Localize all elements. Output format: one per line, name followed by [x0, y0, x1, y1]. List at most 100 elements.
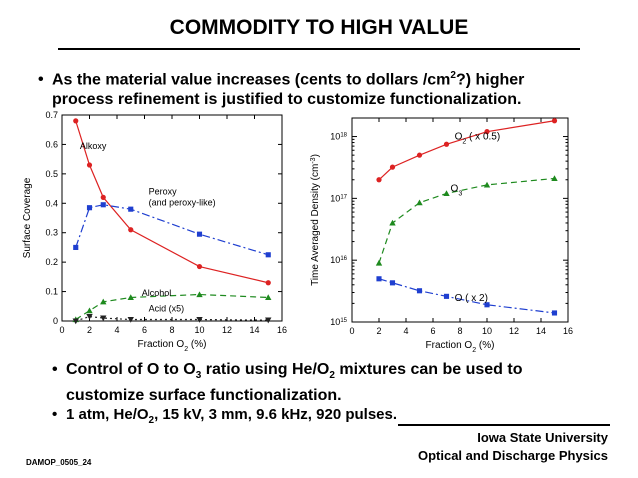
data-point	[416, 199, 423, 206]
series-line	[378, 177, 555, 264]
y-tick-label: 0.2	[45, 257, 58, 267]
footer-org-1: Iowa State University	[477, 430, 608, 445]
data-point	[265, 294, 272, 301]
data-point	[443, 190, 450, 197]
data-point	[73, 244, 79, 250]
series-o-x-2-	[376, 276, 558, 316]
x-tick-label: 2	[87, 325, 92, 335]
x-tick-label: 4	[114, 325, 119, 335]
y-tick-exponent: 15	[340, 318, 347, 324]
data-point	[375, 259, 383, 266]
x-tick-label: 12	[509, 326, 519, 336]
data-point	[376, 177, 382, 183]
y-tick-label: 1018	[330, 132, 347, 142]
data-point	[389, 164, 396, 170]
bullet-2-sub2: 2	[329, 370, 335, 382]
y-tick-label: 0.3	[45, 228, 58, 238]
x-tick-label: 10	[194, 325, 204, 335]
data-point	[376, 276, 382, 282]
bullet-1: • As the material value increases (cents …	[38, 66, 628, 110]
bullet-3-glyph: •	[52, 406, 58, 423]
bullet-1-line-2: process refinement is justified to custo…	[52, 91, 522, 109]
data-point	[100, 202, 106, 208]
x-tick-label: 8	[457, 326, 462, 336]
series-peroxy	[73, 202, 271, 258]
x-tick-label: 14	[536, 326, 546, 336]
data-point	[196, 316, 203, 323]
bullet-2-sub: 3	[195, 370, 202, 382]
y-tick-label: 0.4	[45, 198, 58, 208]
data-point	[389, 280, 396, 286]
series-label: O3	[451, 183, 463, 197]
x-tick-label: 4	[403, 326, 408, 336]
y-tick-label: 0	[53, 316, 58, 326]
series-alkoxy	[73, 118, 271, 286]
data-point	[100, 315, 107, 322]
series-label: Peroxy	[149, 186, 178, 196]
data-point	[483, 181, 491, 188]
series-label: Acid (x5)	[149, 304, 185, 314]
series-line	[75, 315, 269, 322]
series-line	[378, 120, 555, 181]
data-point	[484, 129, 490, 135]
x-axis-label: Fraction O2 (%)	[138, 339, 207, 353]
series-line	[75, 120, 269, 284]
data-point	[196, 231, 203, 237]
x-axis-label: Fraction O2 (%)	[426, 340, 495, 354]
data-point	[265, 317, 272, 324]
data-point	[127, 316, 134, 323]
series-o2-x-0-5-	[376, 118, 558, 183]
y-axis-label: Surface Coverage	[22, 177, 33, 258]
x-axis-label-sub: 2	[472, 347, 476, 354]
data-point	[73, 118, 79, 124]
data-point	[484, 302, 490, 308]
bullet-3-sub: 2	[148, 415, 155, 426]
bullet-2-text-a: Control of O to O	[66, 361, 196, 378]
y-tick-label: 1015	[330, 317, 347, 327]
series-label: Alcohol	[142, 288, 172, 298]
y-axis-label-suffix: )	[310, 154, 321, 157]
data-point	[196, 263, 203, 270]
bullet-2-line-2: customize surface functionalization.	[66, 387, 342, 405]
data-point	[127, 294, 134, 301]
data-point	[100, 298, 107, 305]
bullet-1-glyph: •	[38, 71, 44, 89]
y-tick-exponent: 18	[340, 133, 347, 139]
x-tick-label: 12	[222, 325, 232, 335]
x-tick-label: 16	[563, 326, 573, 336]
series-label: O2 ( x 0.5)	[455, 131, 501, 145]
bullet-2-text-b: ratio using He/O	[201, 361, 330, 378]
x-tick-label: 0	[59, 325, 64, 335]
bullet-2-text-c: mixtures can be used to	[334, 361, 523, 378]
y-tick-exponent: 16	[340, 256, 347, 262]
data-point	[265, 280, 271, 286]
series-label: Alkoxy	[80, 141, 107, 151]
series-label-sub: 3	[458, 190, 462, 197]
y-axis-label: Time Averaged Density (cm-3)	[310, 154, 322, 286]
data-point	[265, 252, 271, 258]
footer-rule	[398, 424, 610, 426]
data-point	[100, 194, 106, 200]
series-acid-x5-	[72, 314, 272, 325]
data-point	[416, 288, 423, 294]
y-tick-label: 0.1	[45, 287, 58, 297]
bullet-1-text-b: ?) higher	[455, 71, 525, 89]
data-point	[551, 175, 558, 182]
data-point	[86, 307, 93, 314]
x-tick-label: 2	[376, 326, 381, 336]
data-point	[86, 162, 93, 168]
y-axis-label-sup: -3	[310, 157, 317, 163]
y-tick-label: 0.6	[45, 139, 58, 149]
x-tick-label: 14	[249, 325, 259, 335]
series-label: O ( x 2)	[455, 293, 488, 304]
x-tick-label: 0	[349, 326, 354, 336]
x-tick-label: 10	[482, 326, 492, 336]
data-point	[443, 293, 450, 299]
x-axis-label-suffix: (%)	[476, 340, 494, 351]
data-point	[128, 227, 134, 233]
x-tick-label: 16	[277, 325, 287, 335]
data-point	[443, 141, 450, 147]
data-point	[86, 314, 93, 320]
data-point	[72, 318, 79, 325]
x-axis-label-sub: 2	[184, 346, 188, 353]
